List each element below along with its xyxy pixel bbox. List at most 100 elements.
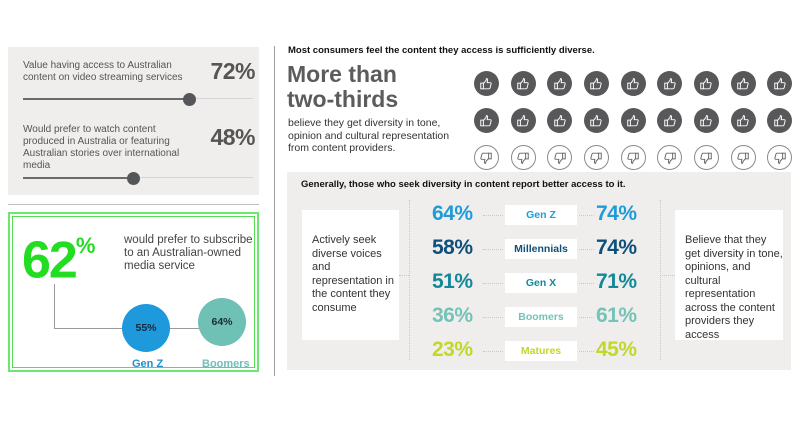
generation-row: 36% Boomers 61%	[287, 302, 791, 332]
dotted-guide	[483, 249, 503, 250]
get-percentage: 61%	[596, 304, 637, 327]
icon-cell	[541, 102, 578, 139]
thumbs-down-icon	[693, 145, 719, 170]
icon-cell	[651, 139, 688, 176]
icon-cell	[651, 65, 688, 102]
boomers-circle: 64%	[198, 298, 246, 346]
thumbs-up-icon	[620, 108, 646, 133]
stat-label: Value having access to Australian conten…	[23, 60, 183, 83]
thumbs-up-icon	[657, 108, 683, 133]
icon-cell	[505, 102, 542, 139]
dotted-guide	[579, 283, 594, 284]
icon-row	[468, 139, 798, 176]
dotted-guide	[483, 215, 503, 216]
comparison-heading: Generally, those who seek diversity in c…	[301, 179, 626, 190]
icon-cell	[615, 102, 652, 139]
generation-label: Matures	[505, 341, 577, 361]
generation-label: Boomers	[505, 307, 577, 327]
stat-streaming-access: Value having access to Australian conten…	[23, 58, 255, 84]
generation-row: 64% Gen Z 74%	[287, 200, 791, 230]
slider-fill	[23, 98, 189, 100]
dotted-guide	[399, 275, 409, 276]
icon-cell	[688, 102, 725, 139]
get-percentage: 74%	[596, 202, 637, 225]
generation-label: Gen X	[505, 273, 577, 293]
icon-cell	[725, 65, 762, 102]
icon-cell	[541, 139, 578, 176]
thumbs-up-icon	[620, 71, 646, 96]
icon-cell	[761, 65, 798, 102]
icon-row	[468, 65, 798, 102]
slider-knob	[182, 93, 196, 106]
stat-label: Would prefer to watch content produced i…	[23, 124, 180, 171]
believe-diversity-text: Believe that they get diversity in tone,…	[675, 210, 783, 341]
thumbs-up-icon	[547, 108, 573, 133]
dotted-guide	[579, 317, 594, 318]
icon-row	[468, 102, 798, 139]
two-thirds-headline: More than two-thirds	[287, 62, 398, 112]
genz-circle: 55%	[122, 304, 170, 352]
seek-percentage: 36%	[432, 304, 473, 327]
thumbs-down-icon	[583, 145, 609, 170]
dotted-guide	[660, 200, 661, 360]
dotted-guide	[579, 249, 594, 250]
dotted-guide	[660, 275, 675, 276]
dotted-guide	[579, 351, 594, 352]
thumbs-up-icon	[510, 71, 536, 96]
icon-cell	[505, 65, 542, 102]
big-percentage-unit: %	[75, 233, 96, 258]
icon-cell	[468, 139, 505, 176]
icon-cell	[541, 65, 578, 102]
stat-value: 48%	[210, 124, 255, 150]
boomers-label: Boomers	[202, 358, 250, 370]
get-percentage: 45%	[596, 338, 637, 361]
get-percentage: 71%	[596, 270, 637, 293]
icon-cell	[578, 65, 615, 102]
icon-cell	[468, 65, 505, 102]
thumbs-up-icon	[583, 108, 609, 133]
icon-cell	[761, 139, 798, 176]
thumbs-down-icon	[547, 145, 573, 170]
slider-fill	[23, 177, 134, 179]
icon-cell	[578, 139, 615, 176]
dotted-guide	[579, 215, 594, 216]
thumbs-up-icon	[767, 108, 793, 133]
diversity-heading: Most consumers feel the content they acc…	[288, 45, 595, 56]
icon-cell	[615, 65, 652, 102]
icon-cell	[688, 65, 725, 102]
stat-slider-stories	[23, 172, 253, 185]
thumbs-up-icon	[693, 71, 719, 96]
vertical-separator	[274, 46, 275, 376]
icon-cell	[578, 102, 615, 139]
callout-description: would prefer to subscribe to an Australi…	[124, 234, 253, 272]
dotted-guide	[483, 351, 503, 352]
dotted-guide	[409, 200, 410, 360]
icon-cell	[651, 102, 688, 139]
generation-row: 51% Gen X 71%	[287, 268, 791, 298]
stat-slider-streaming	[23, 93, 253, 106]
generation-label: Gen Z	[505, 205, 577, 225]
get-percentage: 74%	[596, 236, 637, 259]
thumbs-up-icon	[473, 71, 499, 96]
thumbs-down-icon	[473, 145, 499, 170]
seek-percentage: 51%	[432, 270, 473, 293]
thumbs-up-icon	[730, 71, 756, 96]
thumbs-up-icon	[730, 108, 756, 133]
dotted-guide	[483, 283, 503, 284]
connector-line	[54, 284, 55, 329]
thumbs-up-icon	[583, 71, 609, 96]
seek-percentage: 23%	[432, 338, 473, 361]
thumbs-up-icon	[767, 71, 793, 96]
generation-label: Millennials	[505, 239, 577, 259]
generation-row: 23% Matures 45%	[287, 336, 791, 366]
seek-percentage: 58%	[432, 236, 473, 259]
callout-inner-border	[12, 216, 255, 368]
slider-knob	[127, 172, 141, 185]
seek-diversity-text: Actively seek diverse voices and represe…	[302, 210, 399, 340]
icon-cell	[725, 139, 762, 176]
thumbs-down-icon	[657, 145, 683, 170]
thumbs-icon-grid	[468, 65, 798, 176]
diversity-comparison-panel: Generally, those who seek diversity in c…	[287, 172, 791, 370]
thumbs-up-icon	[473, 108, 499, 133]
thumbs-down-icon	[767, 145, 793, 170]
